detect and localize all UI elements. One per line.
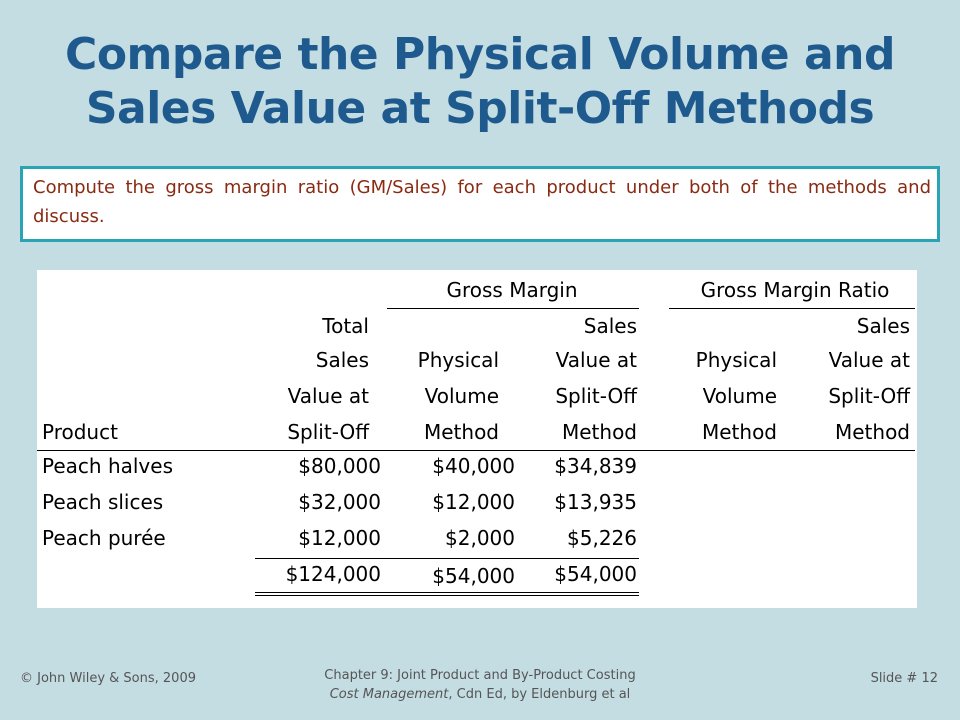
double-underline-top [255, 592, 639, 593]
row-product: Peach purée [42, 526, 166, 550]
header-ratio-physical-2: Volume [702, 384, 777, 408]
header-total-sales-3: Value at [287, 384, 369, 408]
instruction-box: Compute the gross margin ratio (GM/Sales… [20, 166, 940, 242]
row-gm-physical: $12,000 [432, 490, 515, 514]
row-gm-sales-value: $5,226 [567, 526, 637, 550]
row-gm-physical: $40,000 [432, 454, 515, 478]
header-gm-physical-1: Physical [417, 348, 499, 372]
group-underline-gross-margin [387, 308, 639, 309]
header-total-sales-4: Split-Off [287, 420, 369, 444]
row-total-sales: $80,000 [298, 454, 381, 478]
header-product: Product [42, 420, 118, 444]
header-total-sales-1: Total [322, 314, 369, 338]
header-ratio-sales-value-2: Value at [828, 348, 910, 372]
footer-book-title: Cost Management [329, 687, 449, 702]
group-header-gross-margin-ratio: Gross Margin Ratio [700, 278, 890, 302]
instruction-text: Compute the gross margin ratio (GM/Sales… [33, 177, 931, 227]
group-header-gross-margin: Gross Margin [446, 278, 578, 302]
row-total-sales: $32,000 [298, 490, 381, 514]
header-ratio-sales-value-3: Split-Off [828, 384, 910, 408]
title-line-1: Compare the Physical Volume and [65, 29, 895, 80]
footer-book-rest: , Cdn Ed, by Eldenburg et al [448, 687, 631, 702]
row-product: Peach halves [42, 454, 173, 478]
row-gm-physical: $2,000 [445, 526, 515, 550]
header-total-sales-2: Sales [315, 348, 369, 372]
total-gm-physical: $54,000 [432, 564, 515, 588]
total-sales-sum: $124,000 [285, 562, 381, 586]
header-ratio-physical-3: Method [701, 420, 777, 444]
group-underline-gross-margin-ratio [669, 308, 915, 309]
header-gm-sales-value-4: Method [561, 420, 637, 444]
footer-citation: Chapter 9: Joint Product and By-Product … [250, 666, 710, 704]
slide-title: Compare the Physical Volume and Sales Va… [20, 28, 940, 136]
footer-book: Cost Management, Cdn Ed, by Eldenburg et… [250, 685, 710, 704]
header-gm-sales-value-2: Value at [555, 348, 637, 372]
footer-slide-number: Slide # 12 [870, 671, 938, 686]
total-gm-sales-value: $54,000 [554, 562, 637, 586]
double-underline-bottom [255, 595, 639, 596]
header-gm-sales-value-3: Split-Off [555, 384, 637, 408]
header-ratio-physical-1: Physical [695, 348, 777, 372]
header-underline [37, 450, 915, 451]
gross-margin-table: Gross Margin Gross Margin Ratio Total Sa… [37, 270, 917, 608]
footer-chapter: Chapter 9: Joint Product and By-Product … [324, 668, 636, 683]
header-ratio-sales-value-1: Sales [856, 314, 910, 338]
row-gm-sales-value: $34,839 [554, 454, 637, 478]
header-ratio-sales-value-4: Method [834, 420, 910, 444]
title-line-2: Sales Value at Split-Off Methods [85, 83, 875, 134]
row-total-sales: $12,000 [298, 526, 381, 550]
header-gm-physical-3: Method [423, 420, 499, 444]
header-gm-physical-2: Volume [424, 384, 499, 408]
row-product: Peach slices [42, 490, 164, 514]
subtotal-line [255, 558, 639, 559]
header-gm-sales-value-1: Sales [583, 314, 637, 338]
row-gm-sales-value: $13,935 [554, 490, 637, 514]
footer-copyright: © John Wiley & Sons, 2009 [20, 671, 196, 686]
